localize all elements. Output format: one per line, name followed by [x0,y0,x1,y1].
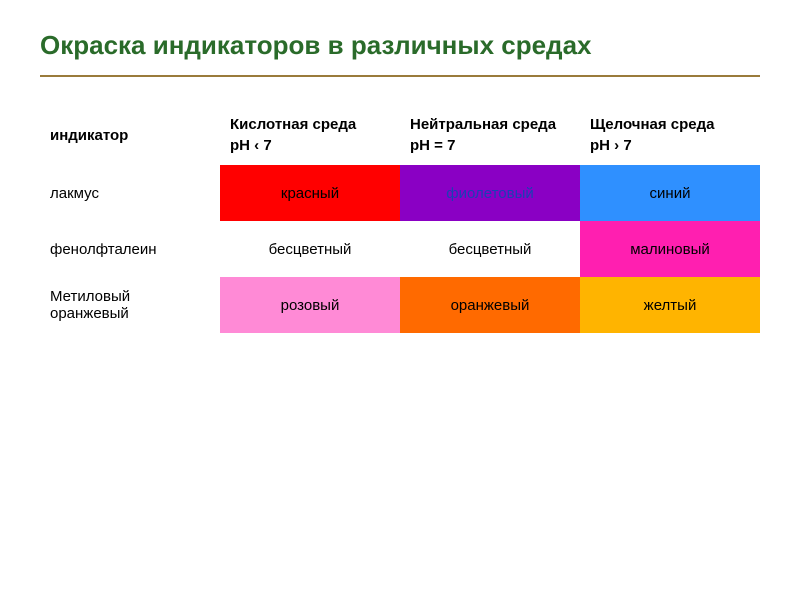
cell-acidic: розовый [220,277,400,333]
cell-alkaline: синий [580,165,760,221]
row-label: лакмус [40,165,220,221]
cell-neutral: оранжевый [400,277,580,333]
header-neutral-label: Нейтральная среда [410,116,556,133]
table-row: лакмус красный фиолетовый синий [40,165,760,221]
cell-acidic: красный [220,165,400,221]
header-alkaline: Щелочная среда pH › 7 [580,105,760,165]
header-acidic-sub: pH ‹ 7 [230,137,390,154]
header-indicator-label: индикатор [50,127,128,144]
header-acidic: Кислотная среда pH ‹ 7 [220,105,400,165]
header-neutral: Нейтральная среда pH = 7 [400,105,580,165]
cell-neutral: бесцветный [400,221,580,277]
table-row: Метиловый оранжевый розовый оранжевый же… [40,277,760,333]
cell-acidic: бесцветный [220,221,400,277]
table-body: лакмус красный фиолетовый синий фенолфта… [40,165,760,333]
cell-alkaline: желтый [580,277,760,333]
slide-title: Окраска индикаторов в различных средах [40,30,760,77]
indicator-table: индикатор Кислотная среда pH ‹ 7 Нейтрал… [40,105,760,333]
slide-container: Окраска индикаторов в различных средах и… [0,0,800,600]
table-row: фенолфталеин бесцветный бесцветный малин… [40,221,760,277]
header-neutral-sub: pH = 7 [410,137,570,154]
header-alkaline-label: Щелочная среда [590,116,715,133]
row-label: Метиловый оранжевый [40,277,220,333]
table-header-row: индикатор Кислотная среда pH ‹ 7 Нейтрал… [40,105,760,165]
cell-alkaline: малиновый [580,221,760,277]
row-label: фенолфталеин [40,221,220,277]
header-alkaline-sub: pH › 7 [590,137,750,154]
header-acidic-label: Кислотная среда [230,116,356,133]
cell-neutral: фиолетовый [400,165,580,221]
header-indicator: индикатор [40,105,220,165]
